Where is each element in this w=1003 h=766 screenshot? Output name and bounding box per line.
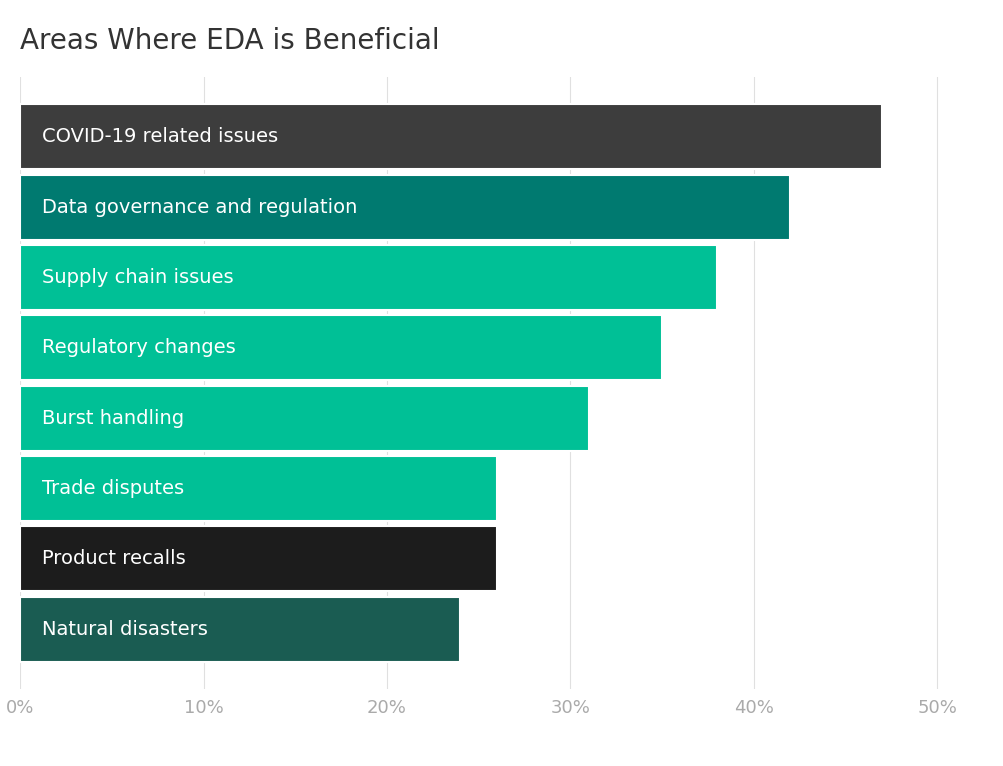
Text: Regulatory changes: Regulatory changes: [42, 339, 236, 357]
Text: Trade disputes: Trade disputes: [42, 479, 184, 498]
Bar: [20, 175, 789, 240]
Text: COVID-19 related issues: COVID-19 related issues: [42, 127, 278, 146]
Bar: [20, 245, 716, 309]
Text: Data governance and regulation: Data governance and regulation: [42, 198, 357, 217]
Text: Burst handling: Burst handling: [42, 409, 184, 427]
Bar: [20, 457, 496, 521]
Bar: [20, 526, 496, 591]
Text: Areas Where EDA is Beneficial: Areas Where EDA is Beneficial: [20, 27, 439, 55]
Text: Product recalls: Product recalls: [42, 549, 186, 568]
Bar: [20, 104, 882, 169]
Bar: [20, 316, 661, 380]
Text: Natural disasters: Natural disasters: [42, 620, 208, 639]
Bar: [20, 386, 588, 450]
Bar: [20, 597, 459, 662]
Text: Supply chain issues: Supply chain issues: [42, 268, 234, 287]
